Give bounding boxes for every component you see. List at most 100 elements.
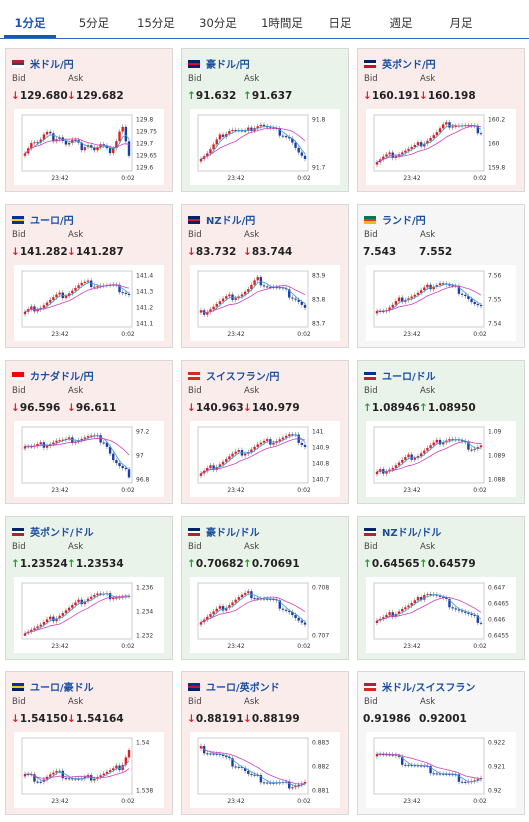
rate-card[interactable]: カナダドル/円 Bid Ask ↓96.596 ↓96.611 97.2 97 96.8 23:… bbox=[5, 360, 173, 504]
pair-name: ユーロ/英ポンド bbox=[206, 683, 280, 694]
candle-body bbox=[476, 779, 480, 781]
pair-title[interactable]: 豪ドル/ドル bbox=[188, 524, 260, 539]
candle-body bbox=[275, 782, 278, 784]
candle-body bbox=[435, 132, 439, 136]
candle-body bbox=[64, 778, 68, 780]
candle-body bbox=[470, 613, 473, 615]
candle-body bbox=[256, 277, 259, 281]
pair-title[interactable]: ユーロ/ドル bbox=[364, 368, 436, 383]
candle-body bbox=[275, 287, 278, 289]
candle-body bbox=[58, 292, 61, 295]
candle-body bbox=[112, 453, 115, 461]
pair-title[interactable]: NZドル/円 bbox=[188, 212, 255, 227]
candle-body bbox=[127, 141, 131, 156]
moving-average-line bbox=[376, 124, 482, 163]
rate-card[interactable]: NZドル/ドル Bid Ask ↑0.64565 ↑0.64579 0.647 0.6465… bbox=[357, 516, 525, 660]
candle-body bbox=[228, 131, 231, 134]
tab-1[interactable]: 5分足 bbox=[78, 16, 110, 30]
ask-price: 1.54164 bbox=[75, 713, 124, 725]
candle-body bbox=[30, 774, 33, 776]
tab-5[interactable]: 日足 bbox=[328, 16, 352, 30]
candle-body bbox=[86, 598, 90, 602]
ask-value: ↓1.54164 bbox=[67, 713, 124, 725]
y-tick-label: 1.09 bbox=[488, 429, 502, 436]
bid-value: 0.91986 bbox=[363, 713, 411, 725]
pair-title[interactable]: ユーロ/英ポンド bbox=[188, 679, 280, 694]
candle-body bbox=[303, 155, 307, 159]
rate-card[interactable]: 英ポンド/ドル Bid Ask ↑1.23524 ↑1.23534 1.236 1.234 1… bbox=[5, 516, 173, 660]
ask-value: ↑91.637 bbox=[243, 90, 292, 102]
pair-title[interactable]: 英ポンド/円 bbox=[364, 56, 436, 71]
moving-average-line bbox=[200, 285, 306, 313]
price-chart: 1.09 1.089 1.088 23:42 0:02 bbox=[366, 421, 516, 497]
candle-body bbox=[407, 764, 410, 766]
price-chart: 83.9 83.8 83.7 23:42 0:02 bbox=[190, 265, 340, 341]
tab-2[interactable]: 15分足 bbox=[137, 16, 175, 30]
candle-body bbox=[432, 286, 435, 290]
pair-title[interactable]: NZドル/ドル bbox=[364, 524, 441, 539]
candle-body bbox=[284, 288, 288, 290]
candle-body bbox=[385, 154, 388, 157]
pair-title[interactable]: ランド/円 bbox=[364, 212, 426, 227]
candle-body bbox=[288, 137, 291, 139]
rate-card[interactable]: 米ドル/スイスフラン Bid Ask 0.91986 0.92001 0.922 0.921… bbox=[357, 671, 525, 815]
candle-body bbox=[378, 311, 382, 312]
pair-name: カナダドル/円 bbox=[30, 372, 94, 383]
pair-title[interactable]: スイスフラン/円 bbox=[188, 368, 279, 383]
bid-value: ↓129.680 bbox=[11, 90, 68, 102]
bid-label: Bid bbox=[364, 230, 378, 240]
pair-title[interactable]: カナダドル/円 bbox=[12, 368, 94, 383]
y-tick-label: 0.6455 bbox=[488, 633, 509, 640]
candle-body bbox=[215, 608, 218, 612]
candle-body bbox=[464, 611, 467, 613]
rate-card[interactable]: スイスフラン/円 Bid Ask ↓140.963 ↓140.979 141 140.9 14… bbox=[181, 360, 349, 504]
candle-body bbox=[454, 608, 457, 610]
candle-body bbox=[243, 291, 247, 295]
pair-title[interactable]: 豪ドル/円 bbox=[188, 56, 250, 71]
candle-body bbox=[451, 607, 454, 609]
candle-body bbox=[49, 299, 52, 303]
bid-label: Bid bbox=[12, 697, 26, 707]
tab-6[interactable]: 週足 bbox=[389, 16, 413, 30]
pair-title[interactable]: 米ドル/円 bbox=[12, 56, 74, 71]
rate-card[interactable]: 英ポンド/円 Bid Ask ↓160.191 ↓160.198 160.2 160 159.… bbox=[357, 48, 525, 192]
candle-body bbox=[416, 292, 420, 295]
candle-body bbox=[237, 450, 241, 452]
candle-body bbox=[401, 297, 404, 302]
bid-price: 1.23524 bbox=[19, 558, 68, 570]
pair-title[interactable]: ユーロ/豪ドル bbox=[12, 679, 94, 694]
candle-body bbox=[124, 757, 128, 765]
pair-title[interactable]: ユーロ/円 bbox=[12, 212, 74, 227]
candle-body bbox=[426, 140, 429, 144]
tab-7[interactable]: 月足 bbox=[449, 16, 473, 30]
candle-body bbox=[61, 613, 65, 616]
rate-card[interactable]: ユーロ/ドル Bid Ask ↑1.08946 ↑1.08950 1.09 1.089 1.0… bbox=[357, 360, 525, 504]
ask-price: 83.744 bbox=[251, 246, 293, 258]
y-tick-label: 97 bbox=[136, 453, 144, 460]
candle-body bbox=[206, 753, 209, 755]
candle-body bbox=[237, 597, 241, 600]
pair-title[interactable]: 英ポンド/ドル bbox=[12, 524, 94, 539]
candle-body bbox=[55, 139, 58, 142]
candle-body bbox=[105, 771, 109, 774]
pair-title[interactable]: 米ドル/スイスフラン bbox=[364, 679, 475, 694]
tab-3[interactable]: 30分足 bbox=[199, 16, 237, 30]
us-flag-icon bbox=[12, 60, 24, 68]
rate-card[interactable]: 豪ドル/円 Bid Ask ↑91.632 ↑91.637 91.8 91.7 23:42 0:… bbox=[181, 48, 349, 192]
candle-body bbox=[429, 284, 432, 290]
candle-body bbox=[259, 775, 263, 783]
moving-average-line bbox=[24, 435, 130, 471]
rate-card[interactable]: ユーロ/英ポンド Bid Ask ↓0.88191 ↓0.88199 0.883 0.882… bbox=[181, 671, 349, 815]
tab-0[interactable]: 1分足 bbox=[4, 0, 56, 38]
pair-name: NZドル/円 bbox=[206, 216, 256, 227]
rate-card[interactable]: ユーロ/円 Bid Ask ↓141.282 ↓141.287 141.4 141.3 141… bbox=[5, 204, 173, 348]
tab-4[interactable]: 1時間足 bbox=[261, 16, 303, 30]
bid-price: 0.91986 bbox=[363, 713, 411, 725]
rate-card[interactable]: ランド/円 Bid Ask 7.543 7.552 7.56 7.55 7.54 23:42 0:… bbox=[357, 204, 525, 348]
price-chart: 1.236 1.234 1.232 23:42 0:02 bbox=[14, 577, 164, 653]
rate-card[interactable]: ユーロ/豪ドル Bid Ask ↓1.54150 ↓1.54164 1.54 1.538 23… bbox=[5, 671, 173, 815]
rate-card[interactable]: NZドル/円 Bid Ask ↓83.732 ↓83.744 83.9 83.8 83.7 23… bbox=[181, 204, 349, 348]
candle-body bbox=[294, 298, 297, 300]
rate-card[interactable]: 豪ドル/ドル Bid Ask ↑0.70682 ↑0.70691 0.708 0.707 23… bbox=[181, 516, 349, 660]
rate-card[interactable]: 米ドル/円 Bid Ask ↓129.680 ↓129.682 129.8 129.75 12… bbox=[5, 48, 173, 192]
